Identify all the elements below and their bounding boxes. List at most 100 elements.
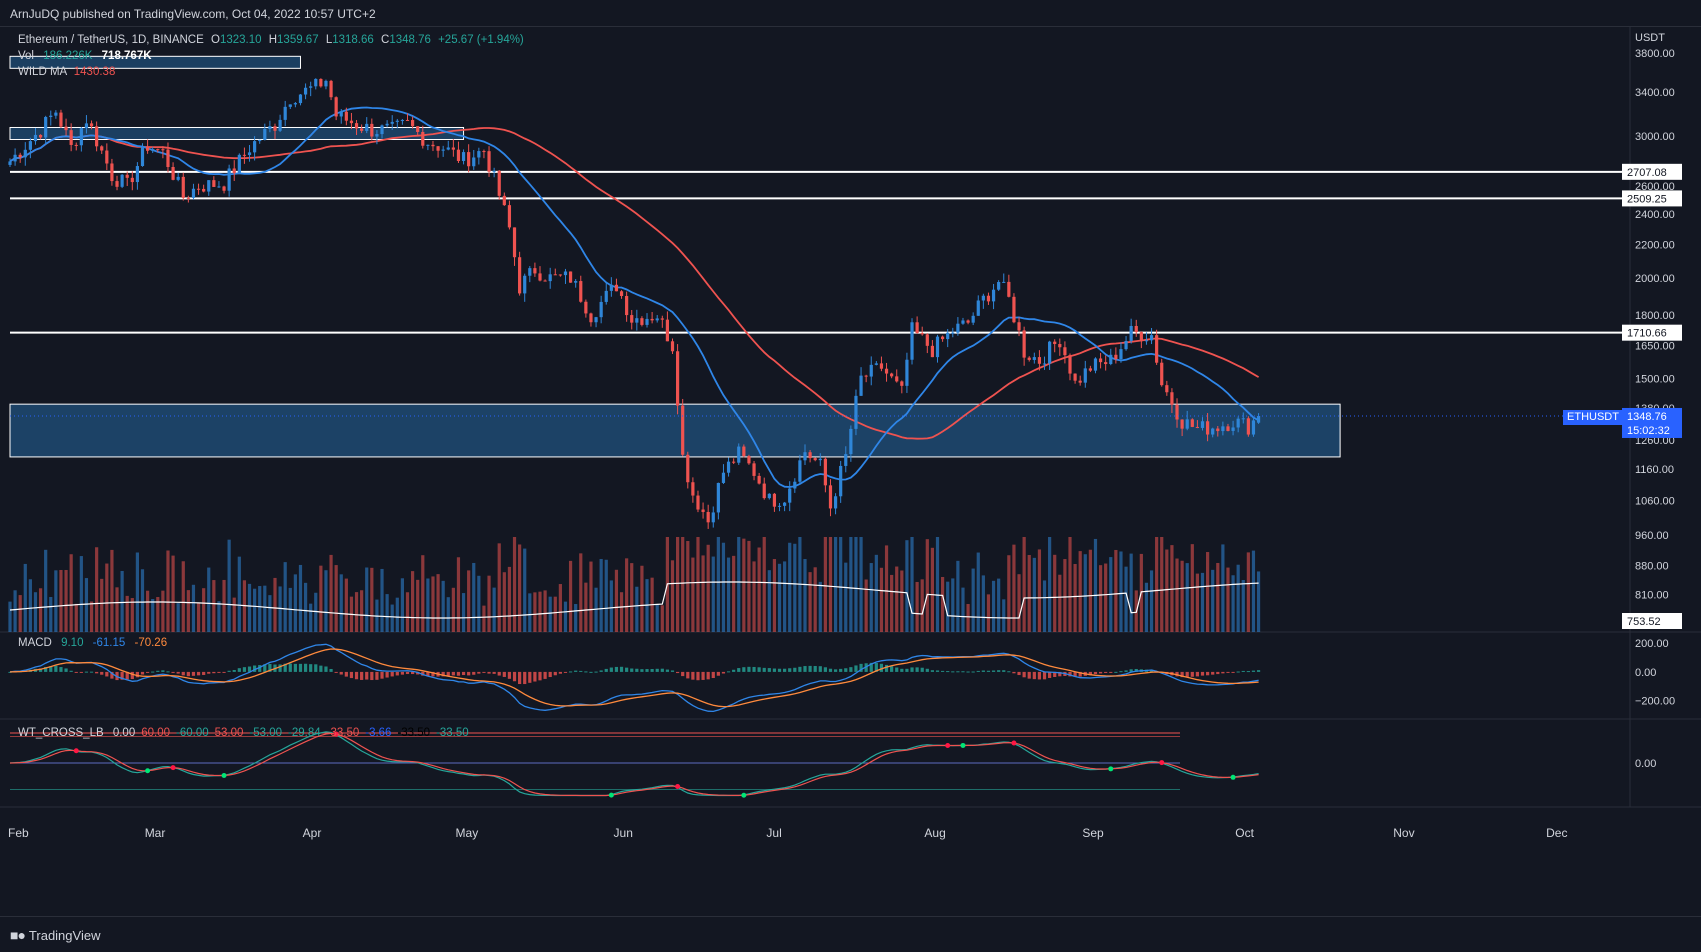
volume-bar [314, 592, 318, 632]
macd-histogram-bar [630, 668, 634, 672]
candle-body [288, 104, 292, 107]
candle-body [1017, 322, 1021, 331]
macd-histogram-bar [752, 666, 756, 672]
volume-bar [619, 592, 624, 632]
macd-histogram-bar [803, 666, 807, 672]
volume-bar [1149, 570, 1154, 632]
macd-histogram-bar [390, 671, 394, 677]
macd-histogram-bar [604, 668, 608, 672]
macd-histogram-bar [961, 671, 965, 673]
volume-bar [390, 604, 394, 632]
price-axis-tick: 3000.00 [1635, 131, 1675, 143]
candle-body [981, 295, 985, 301]
macd-histogram-bar [507, 671, 512, 679]
volume-bar [130, 598, 134, 632]
volume-bar [370, 567, 374, 632]
candle-body [951, 332, 955, 334]
candle-body [1022, 330, 1026, 358]
tradingview-logo[interactable]: ■● TradingView [10, 927, 100, 943]
chart-svg[interactable]: USDT 3800.00 3400.00 3000.00 2600.00 2400.00 2… [0, 27, 1701, 917]
candle-body [956, 323, 960, 333]
candle-body [991, 289, 996, 302]
candle-body [630, 315, 634, 323]
candle-body [777, 505, 782, 507]
macd-histogram-bar [788, 668, 792, 672]
volume-bar [212, 580, 216, 632]
macd-histogram-bar [38, 668, 43, 672]
candle-body [1032, 357, 1036, 360]
price-axis-tick: 1160.00 [1635, 464, 1674, 476]
macd-histogram-bar [288, 663, 292, 672]
candle-body [512, 227, 517, 258]
volume-bar [49, 596, 53, 632]
macd-histogram-bar [706, 671, 710, 680]
candle-body [74, 144, 78, 146]
macd-histogram-bar [895, 667, 899, 672]
candle-body [839, 465, 843, 497]
candle-body [467, 152, 471, 167]
support-zone [9, 403, 1341, 458]
volume-bar [512, 537, 517, 632]
macd-histogram-bar [681, 671, 685, 677]
volume-bar [151, 599, 155, 632]
volume-bar [528, 593, 532, 632]
volume-axis-label: 753.52 [1627, 616, 1661, 628]
candle-body [293, 103, 297, 105]
candle-body [49, 115, 53, 117]
macd-histogram-bar [915, 667, 919, 672]
macd-histogram-bar [135, 671, 140, 678]
candle-body [38, 134, 43, 138]
volume-bar [44, 549, 48, 632]
macd-histogram-bar [303, 663, 308, 672]
candle-body [757, 475, 761, 484]
wt-values: 0.00 60.00 -60.00 53.00 -53.00 -29.84 -33.50 -3… [107, 727, 469, 739]
wt-cross-dot [741, 792, 747, 798]
macd-histogram-bar [1088, 671, 1092, 676]
volume-legend: Vol 186.226K 718.767K [18, 50, 152, 62]
macd-histogram-bar [905, 668, 909, 672]
volume-bar [737, 537, 741, 632]
macd-histogram-bar [726, 671, 731, 673]
candle-body [166, 149, 170, 168]
macd-histogram-bar [451, 671, 455, 676]
volume-bar [140, 569, 145, 632]
macd-histogram-bar [1216, 671, 1220, 675]
volume-bar [767, 570, 771, 632]
volume-bar [1144, 582, 1149, 632]
volume-bar [701, 555, 705, 632]
candle-body [767, 493, 771, 499]
symbol-legend: Ethereum / TetherUS, 1D, BINANCE O1323.1… [18, 34, 524, 46]
volume-bar [783, 561, 787, 632]
candle-body [426, 144, 430, 146]
volume-bar [354, 592, 359, 632]
time-axis-label: Mar [145, 826, 166, 840]
candle-body [599, 301, 603, 318]
macd-histogram-bar [548, 671, 552, 678]
volume-bar [864, 579, 868, 632]
candle-body [105, 150, 109, 164]
macd-histogram-bar [579, 670, 583, 672]
candle-body [538, 273, 542, 281]
candle-body [1114, 354, 1118, 360]
macd-histogram-bar [767, 668, 771, 672]
volume-bar [1241, 579, 1245, 632]
volume-bar [95, 547, 99, 632]
volume-bar [839, 537, 843, 632]
volume-bar [660, 605, 664, 632]
volume-bar [166, 550, 170, 632]
candle-body [798, 460, 802, 482]
candle-body [191, 188, 196, 198]
macd-histogram-bar [1012, 671, 1016, 674]
macd-axis-tick: 200.00 [1635, 638, 1669, 650]
volume-bar [18, 595, 22, 632]
macd-histogram-bar [1042, 671, 1047, 680]
macd-histogram-bar [497, 671, 501, 676]
volume-bar [1256, 571, 1261, 632]
candle-body [1058, 344, 1062, 348]
chart-area[interactable]: USDT 3800.00 3400.00 3000.00 2600.00 2400.00 2… [0, 26, 1701, 917]
volume-bar [956, 560, 960, 632]
candle-body [1078, 380, 1082, 383]
candle-body [890, 373, 894, 377]
volume-bar [670, 560, 675, 632]
volume-bar [1185, 563, 1189, 632]
